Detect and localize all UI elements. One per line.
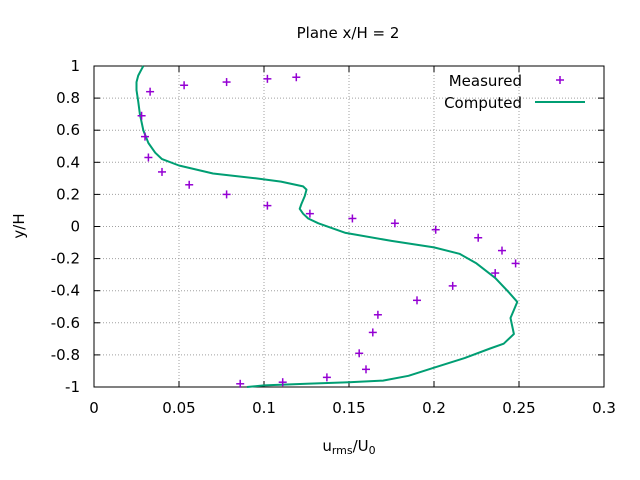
- legend-marker-measured: [556, 76, 564, 84]
- measured-point: [355, 349, 364, 358]
- y-tick-label: 0.6: [56, 121, 80, 139]
- measured-point: [185, 180, 194, 189]
- chart-title: Plane x/H = 2: [297, 24, 400, 42]
- grid: [94, 66, 604, 387]
- measured-point: [278, 378, 287, 387]
- measured-point: [222, 190, 231, 199]
- measured-point: [413, 296, 421, 305]
- measured-point: [474, 233, 483, 242]
- legend: Measured Computed: [444, 72, 585, 112]
- x-tick-label: 0.25: [502, 399, 535, 417]
- x-axis-label-sub: rms: [332, 444, 353, 457]
- y-axis-label: y/H: [10, 213, 28, 238]
- measured-point: [498, 246, 506, 255]
- series-measured: [137, 73, 520, 388]
- x-axis-label-sub2: 0: [369, 444, 376, 457]
- x-axis: 0 0.05 0.1 0.15 0.2 0.25 0.3: [89, 66, 616, 417]
- y-tick-label: -1: [65, 378, 80, 396]
- y-tick-label: -0.8: [51, 346, 80, 364]
- legend-plus-marker: [556, 76, 564, 84]
- measured-point: [305, 209, 314, 218]
- measured-point: [158, 167, 166, 176]
- x-tick-label: 0.1: [252, 399, 276, 417]
- measured-point: [292, 73, 301, 82]
- computed-line: [135, 65, 519, 388]
- measured-point: [144, 153, 153, 162]
- measured-point: [431, 225, 440, 234]
- measured-point: [263, 74, 272, 83]
- measured-point: [362, 365, 370, 374]
- measured-point: [141, 132, 149, 141]
- measured-point: [390, 219, 399, 228]
- x-tick-label: 0.05: [162, 399, 195, 417]
- y-axis: -1 -0.8 -0.6 -0.4 -0.2 0 0.2 0.4 0.6 0.8 1: [51, 57, 604, 396]
- measured-point: [491, 269, 500, 278]
- measured-point: [146, 87, 155, 96]
- y-tick-label: 0: [70, 218, 80, 236]
- x-axis-label-mid: /U: [353, 437, 369, 455]
- measured-point: [373, 310, 382, 319]
- x-axis-label: urms/U0: [322, 437, 375, 457]
- y-tick-label: -0.2: [51, 250, 80, 268]
- series-computed: [135, 65, 519, 388]
- y-tick-label: 0.8: [56, 89, 80, 107]
- measured-point: [236, 379, 245, 388]
- x-tick-label: 0.2: [422, 399, 446, 417]
- x-tick-label: 0.15: [332, 399, 365, 417]
- measured-point: [348, 214, 357, 223]
- measured-point: [368, 328, 377, 337]
- x-tick-label: 0: [89, 399, 99, 417]
- measured-point: [222, 78, 231, 87]
- measured-point: [448, 281, 457, 290]
- y-tick-label: 0.2: [56, 185, 80, 203]
- y-tick-label: 1: [70, 57, 80, 75]
- measured-point: [137, 111, 146, 120]
- x-tick-label: 0.3: [592, 399, 616, 417]
- y-tick-label: 0.4: [56, 153, 80, 171]
- y-tick-label: -0.6: [51, 314, 80, 332]
- legend-label-measured: Measured: [449, 72, 522, 90]
- legend-label-computed: Computed: [444, 94, 522, 112]
- measured-point: [263, 201, 272, 210]
- x-axis-label-main: u: [322, 437, 332, 455]
- measured-point: [322, 373, 331, 382]
- y-tick-label: -0.4: [51, 282, 80, 300]
- measured-point: [180, 81, 189, 90]
- measured-point: [511, 259, 520, 268]
